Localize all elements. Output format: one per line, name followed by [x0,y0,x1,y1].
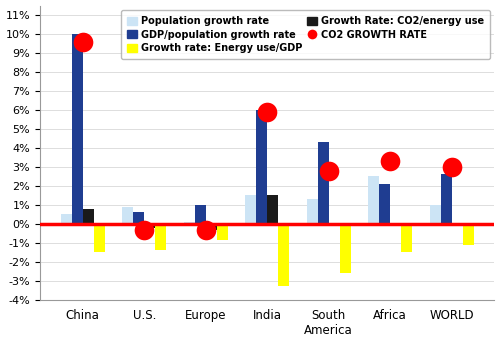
Bar [390,224,401,225]
Bar [278,224,289,286]
Bar [133,212,144,224]
Bar [206,224,217,229]
Bar [452,224,462,226]
Bar [440,175,452,224]
Bar [122,207,133,224]
Bar [94,224,105,252]
Legend: Population growth rate, GDP/population growth rate, Growth rate: Energy use/GDP,: Population growth rate, GDP/population g… [122,10,490,59]
Bar [72,34,83,224]
Point [78,39,86,44]
Bar [256,110,267,224]
Bar [318,142,328,224]
Point [386,158,394,164]
Bar [217,224,228,240]
Bar [462,224,474,245]
Bar [368,176,379,224]
Bar [156,224,166,250]
Point [324,168,332,174]
Bar [340,224,351,273]
Point [263,109,271,115]
Bar [82,209,94,224]
Point [202,228,209,233]
Bar [379,184,390,224]
Bar [306,199,318,224]
Point [448,164,456,170]
Bar [401,224,412,252]
Bar [194,205,205,224]
Bar [60,214,72,224]
Bar [267,196,278,224]
Bar [184,222,194,224]
Bar [245,196,256,224]
Bar [430,205,440,224]
Point [140,228,148,233]
Bar [328,224,340,226]
Bar [144,224,156,228]
